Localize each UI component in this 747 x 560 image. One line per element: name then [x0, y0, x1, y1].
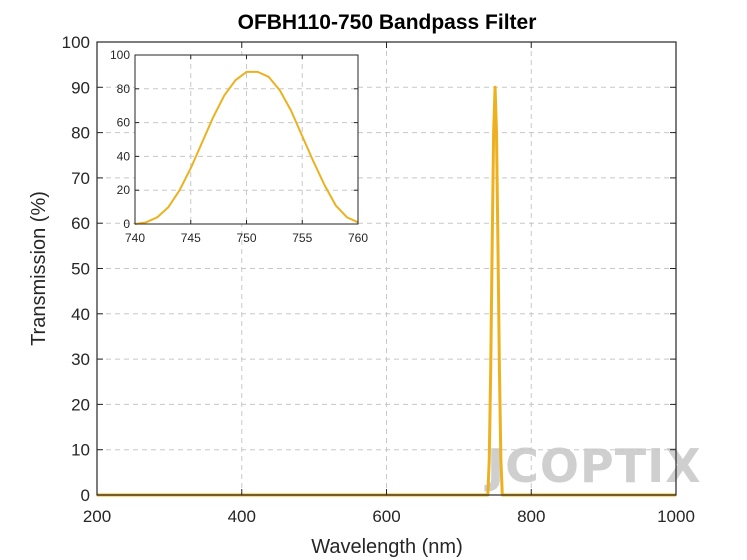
x-tick-label: 800: [517, 507, 545, 526]
y-axis-label: Transmission (%): [28, 191, 50, 346]
inset-y-tick-label: 40: [117, 149, 131, 163]
y-tick-label: 70: [71, 169, 90, 188]
inset-y-tick-label: 0: [123, 217, 130, 231]
chart-title: OFBH110-750 Bandpass Filter: [238, 11, 537, 34]
inset-x-tick-label: 740: [125, 231, 145, 245]
y-tick-label: 0: [81, 486, 90, 505]
inset-x-tick-label: 745: [181, 231, 201, 245]
y-tick-label: 10: [71, 441, 90, 460]
y-tick-label: 100: [62, 33, 90, 52]
y-tick-label: 60: [71, 214, 90, 233]
x-tick-label: 600: [372, 507, 400, 526]
inset-series-line: [134, 70, 359, 225]
y-tick-label: 50: [71, 260, 90, 279]
y-tick-label: 20: [71, 395, 90, 414]
inset-y-tick-label: 60: [117, 116, 131, 130]
inset-y-tick-label: 100: [110, 48, 130, 62]
inset-x-tick-label: 750: [236, 231, 256, 245]
inset-y-tick-label: 20: [117, 183, 131, 197]
x-axis-label: Wavelength (nm): [311, 536, 463, 558]
inset-y-tick-label: 80: [117, 82, 131, 96]
x-tick-label: 1000: [657, 507, 695, 526]
y-tick-label: 40: [71, 305, 90, 324]
y-tick-label: 90: [71, 78, 90, 97]
watermark-logo: JCOPTIX: [484, 439, 702, 493]
inset-x-tick-label: 755: [292, 231, 312, 245]
y-tick-label: 30: [71, 350, 90, 369]
y-tick-label: 80: [71, 124, 90, 143]
inset-axes-box: [134, 54, 359, 225]
x-tick-label: 400: [228, 507, 256, 526]
x-tick-label: 200: [83, 507, 111, 526]
inset-x-tick-label: 760: [348, 231, 368, 245]
